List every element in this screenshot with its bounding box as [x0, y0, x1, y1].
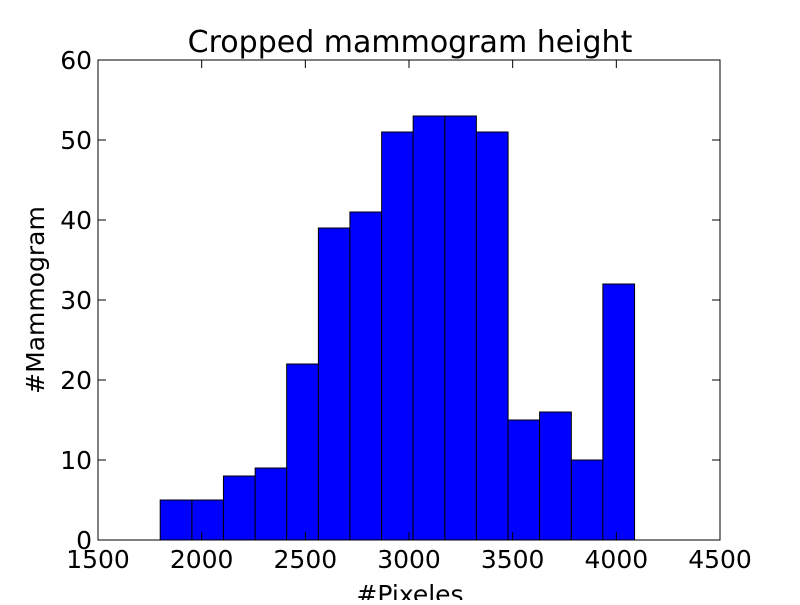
histogram-bar-8: [412, 115, 446, 541]
y-tick-label: 0: [76, 526, 92, 555]
y-tick-label: 10: [60, 446, 92, 475]
histogram-bar-13: [570, 459, 604, 541]
y-tick-label: 40: [60, 206, 92, 235]
ticks-layer: 1500 2000 2500 3000 3500 4000 4500 0 10 20 30 40 50 6…: [60, 46, 752, 574]
x-tick-label: 1500: [66, 545, 130, 574]
y-tick-label: 60: [60, 46, 92, 75]
histogram-bar-5: [317, 227, 351, 541]
histogram-bar-3: [254, 467, 288, 541]
x-tick-label: 4500: [688, 545, 752, 574]
histogram-bar-7: [381, 131, 414, 541]
x-axis-label: #Pixeles: [356, 580, 463, 600]
histogram-bar-9: [444, 115, 477, 541]
bars-layer: [159, 115, 636, 541]
histogram-bar-6: [349, 211, 383, 541]
y-tick-label: 30: [60, 286, 92, 315]
x-tick-label: 2000: [170, 545, 234, 574]
x-tick-label: 3000: [377, 545, 441, 574]
histogram-bar-2: [222, 475, 256, 541]
x-tick-label: 2500: [274, 545, 338, 574]
histogram-bar-1: [191, 499, 224, 541]
histogram-bar-11: [507, 419, 541, 541]
x-tick-label: 4000: [585, 545, 649, 574]
histogram-bar-4: [286, 363, 319, 541]
histogram-bar-10: [475, 131, 509, 541]
x-tick-label: 3500: [481, 545, 545, 574]
histogram-bar-12: [539, 411, 572, 541]
histogram-bar-0: [159, 499, 193, 541]
y-tick-label: 20: [60, 366, 92, 395]
histogram-bar-14: [602, 283, 636, 541]
y-tick-label: 50: [60, 126, 92, 155]
y-axis-label: #Mammogram: [21, 206, 50, 394]
chart-title: Cropped mammogram height: [188, 25, 633, 60]
